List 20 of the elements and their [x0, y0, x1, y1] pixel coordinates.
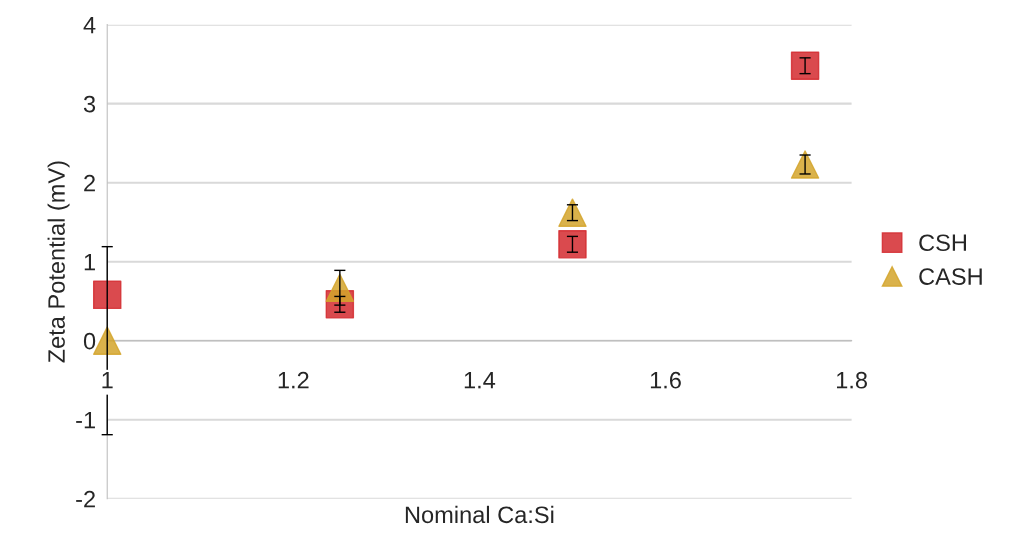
y-tick-label: -1 — [76, 411, 95, 429]
y-tick-label: 1 — [84, 253, 95, 271]
x-tick-label: 1.4 — [464, 372, 496, 389]
x-tick-label: 1.2 — [278, 371, 309, 389]
point — [92, 280, 122, 310]
x-tick-label: 1.6 — [650, 371, 681, 389]
point — [558, 198, 587, 227]
legend-label: CSH — [919, 234, 966, 252]
y-axis-title: Zeta Potential (mV) — [47, 161, 70, 363]
x-tick-label: 1 — [102, 372, 113, 389]
legend-label: CASH — [919, 268, 982, 285]
x-tick-label: 1.8 — [837, 371, 867, 389]
y-tick-label: -2 — [76, 490, 95, 508]
point — [558, 230, 587, 259]
y-tick-label: 3 — [83, 95, 96, 113]
y-tick-label: 4 — [83, 16, 96, 34]
point — [790, 51, 820, 80]
x-axis-title: Nominal Ca:Si — [405, 505, 554, 524]
y-tick-label: 0 — [83, 332, 96, 350]
y-tick-label: 2 — [84, 174, 95, 192]
